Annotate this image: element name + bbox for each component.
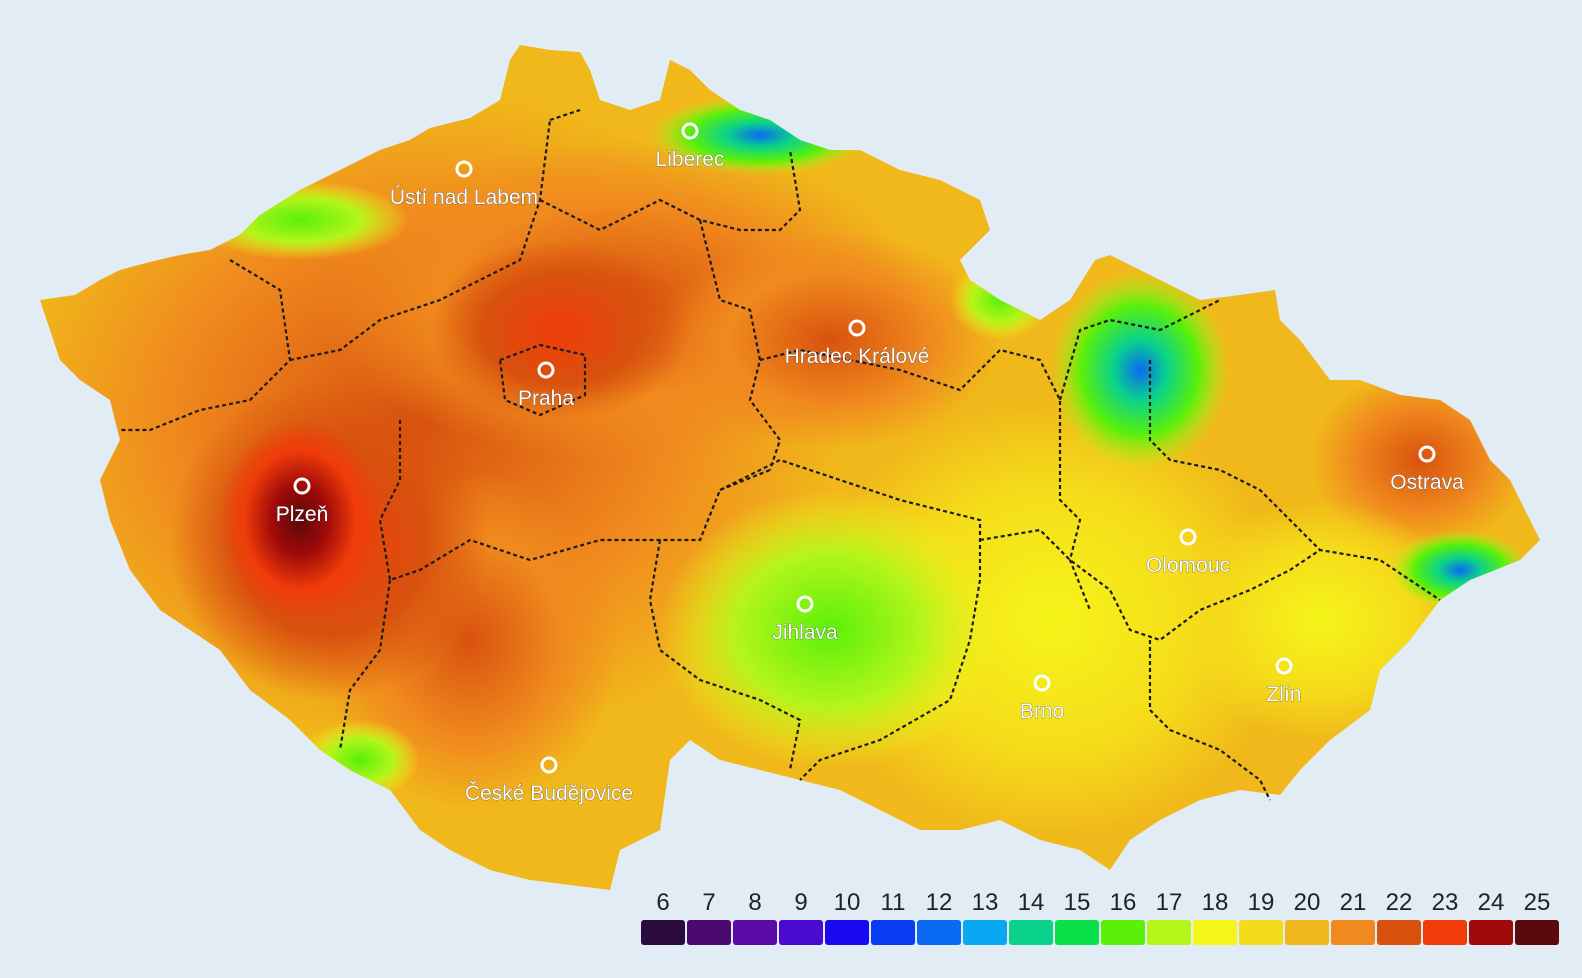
legend-value: 9 (794, 889, 808, 916)
legend-item: 15 (1054, 888, 1100, 948)
legend-value: 17 (1155, 889, 1183, 916)
legend-item: 17 (1146, 888, 1192, 948)
legend-swatch (917, 920, 961, 945)
legend-value: 24 (1477, 889, 1505, 916)
legend-value: 11 (880, 889, 906, 916)
city-marker-icon (681, 122, 699, 140)
legend-swatch (1285, 920, 1329, 945)
legend-item: 18 (1192, 888, 1238, 948)
city-marker-icon (1179, 528, 1197, 546)
legend-swatch (825, 920, 869, 945)
city-marker-icon (540, 756, 558, 774)
city-marker-icon (848, 319, 866, 337)
legend-swatch (1515, 920, 1559, 945)
city-label: Ústí nad Labem (390, 186, 538, 209)
legend-value: 23 (1431, 889, 1459, 916)
legend-item: 14 (1008, 888, 1054, 948)
city-ostrava: Ostrava (1390, 445, 1464, 494)
legend-swatch (1423, 920, 1467, 945)
legend-value: 7 (702, 889, 716, 916)
legend-swatch (1331, 920, 1375, 945)
legend-swatch (641, 920, 685, 945)
legend-swatch (1147, 920, 1191, 945)
legend-item: 12 (916, 888, 962, 948)
city-zlin: Zlín (1266, 657, 1302, 706)
legend-swatch (1469, 920, 1513, 945)
legend-swatch (963, 920, 1007, 945)
city-ceske-budejovice: České Budějovice (465, 756, 633, 805)
city-marker-icon (1033, 674, 1051, 692)
legend-item: 19 (1238, 888, 1284, 948)
legend-value: 15 (1063, 889, 1091, 916)
legend-swatch (1009, 920, 1053, 945)
city-praha: Praha (518, 361, 575, 410)
legend-swatch (1055, 920, 1099, 945)
legend-swatch (1101, 920, 1145, 945)
legend-item: 8 (732, 888, 778, 948)
legend-value: 18 (1201, 889, 1229, 916)
legend-item: 23 (1422, 888, 1468, 948)
legend-item: 22 (1376, 888, 1422, 948)
legend-value: 6 (656, 889, 670, 916)
city-olomouc: Olomouc (1146, 528, 1230, 577)
city-label: Brno (1020, 700, 1064, 723)
legend-value: 21 (1339, 889, 1367, 916)
legend-value: 8 (748, 889, 762, 916)
city-marker-icon (537, 361, 555, 379)
legend-value: 22 (1385, 889, 1413, 916)
city-label: Zlín (1266, 683, 1301, 706)
legend-value: 14 (1017, 889, 1045, 916)
legend-item: 6 (640, 888, 686, 948)
legend-swatch (779, 920, 823, 945)
legend-item: 13 (962, 888, 1008, 948)
city-usti-nad-labem: Ústí nad Labem (390, 160, 538, 209)
city-marker-icon (1275, 657, 1293, 675)
city-label: Hradec Králové (785, 345, 930, 368)
region-borders (120, 108, 1441, 801)
legend-swatch (1193, 920, 1237, 945)
city-plzen: Plzeň (275, 477, 329, 526)
temperature-legend: 6 7 8 9 10 11 12 13 14 15 16 17 18 19 20… (640, 888, 1560, 948)
legend-item: 21 (1330, 888, 1376, 948)
legend-item: 9 (778, 888, 824, 948)
city-marker-icon (293, 477, 311, 495)
legend-value: 16 (1109, 889, 1137, 916)
legend-item: 16 (1100, 888, 1146, 948)
legend-swatch (871, 920, 915, 945)
legend-value: 20 (1293, 889, 1321, 916)
legend-item: 24 (1468, 888, 1514, 948)
legend-value: 12 (925, 889, 953, 916)
city-label: Plzeň (276, 503, 329, 526)
legend-value: 13 (971, 889, 999, 916)
legend-swatch (1239, 920, 1283, 945)
city-liberec: Liberec (655, 122, 725, 171)
city-hradec-kralove: Hradec Králové (784, 319, 930, 368)
legend-swatch (733, 920, 777, 945)
city-marker-icon (796, 595, 814, 613)
legend-swatch (1377, 920, 1421, 945)
city-label: Ostrava (1390, 471, 1464, 494)
legend-item: 20 (1284, 888, 1330, 948)
city-brno: Brno (1020, 674, 1064, 723)
legend-value: 25 (1523, 889, 1551, 916)
city-jihlava: Jihlava (772, 595, 838, 644)
legend-item: 10 (824, 888, 870, 948)
legend-value: 19 (1247, 889, 1275, 916)
city-marker-icon (1418, 445, 1436, 463)
legend-item: 7 (686, 888, 732, 948)
city-marker-icon (455, 160, 473, 178)
legend-item: 25 (1514, 888, 1560, 948)
legend-value: 10 (833, 889, 861, 916)
city-label: Praha (518, 387, 574, 410)
city-label: Olomouc (1146, 554, 1230, 577)
city-label: České Budějovice (465, 782, 633, 805)
city-label: Liberec (656, 148, 725, 171)
legend-item: 11 (870, 888, 916, 948)
legend-swatch (687, 920, 731, 945)
city-label: Jihlava (772, 621, 838, 644)
